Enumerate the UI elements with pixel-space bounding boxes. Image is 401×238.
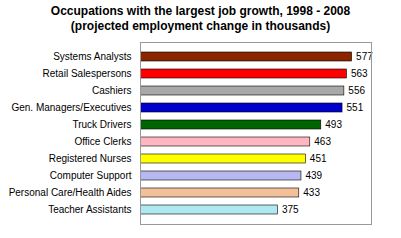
svg-text:Registered Nurses: Registered Nurses [49, 153, 132, 164]
svg-text:493: 493 [325, 119, 342, 130]
svg-text:Computer Support: Computer Support [50, 170, 132, 181]
svg-text:Retail Salespersons: Retail Salespersons [43, 68, 132, 79]
svg-text:463: 463 [314, 136, 331, 147]
svg-text:Systems Analysts: Systems Analysts [53, 51, 131, 62]
svg-text:556: 556 [348, 85, 365, 96]
svg-text:451: 451 [310, 153, 327, 164]
svg-text:Cashiers: Cashiers [92, 85, 131, 96]
svg-text:577: 577 [356, 51, 373, 62]
svg-text:551: 551 [347, 102, 364, 113]
svg-text:Teacher Assistants: Teacher Assistants [48, 204, 131, 215]
svg-text:Personal Care/Health Aides: Personal Care/Health Aides [9, 187, 132, 198]
svg-text:Truck Drivers: Truck Drivers [72, 119, 131, 130]
svg-text:433: 433 [303, 187, 320, 198]
svg-text:Office Clerks: Office Clerks [74, 136, 131, 147]
svg-text:375: 375 [282, 204, 299, 215]
html-text:Occupations with the largest j: Occupations with the largest job growth,… [50, 4, 351, 33]
svg-text:Gen. Managers/Executives: Gen. Managers/Executives [11, 102, 131, 113]
svg-text:439: 439 [305, 170, 322, 181]
svg-text:563: 563 [351, 68, 368, 79]
